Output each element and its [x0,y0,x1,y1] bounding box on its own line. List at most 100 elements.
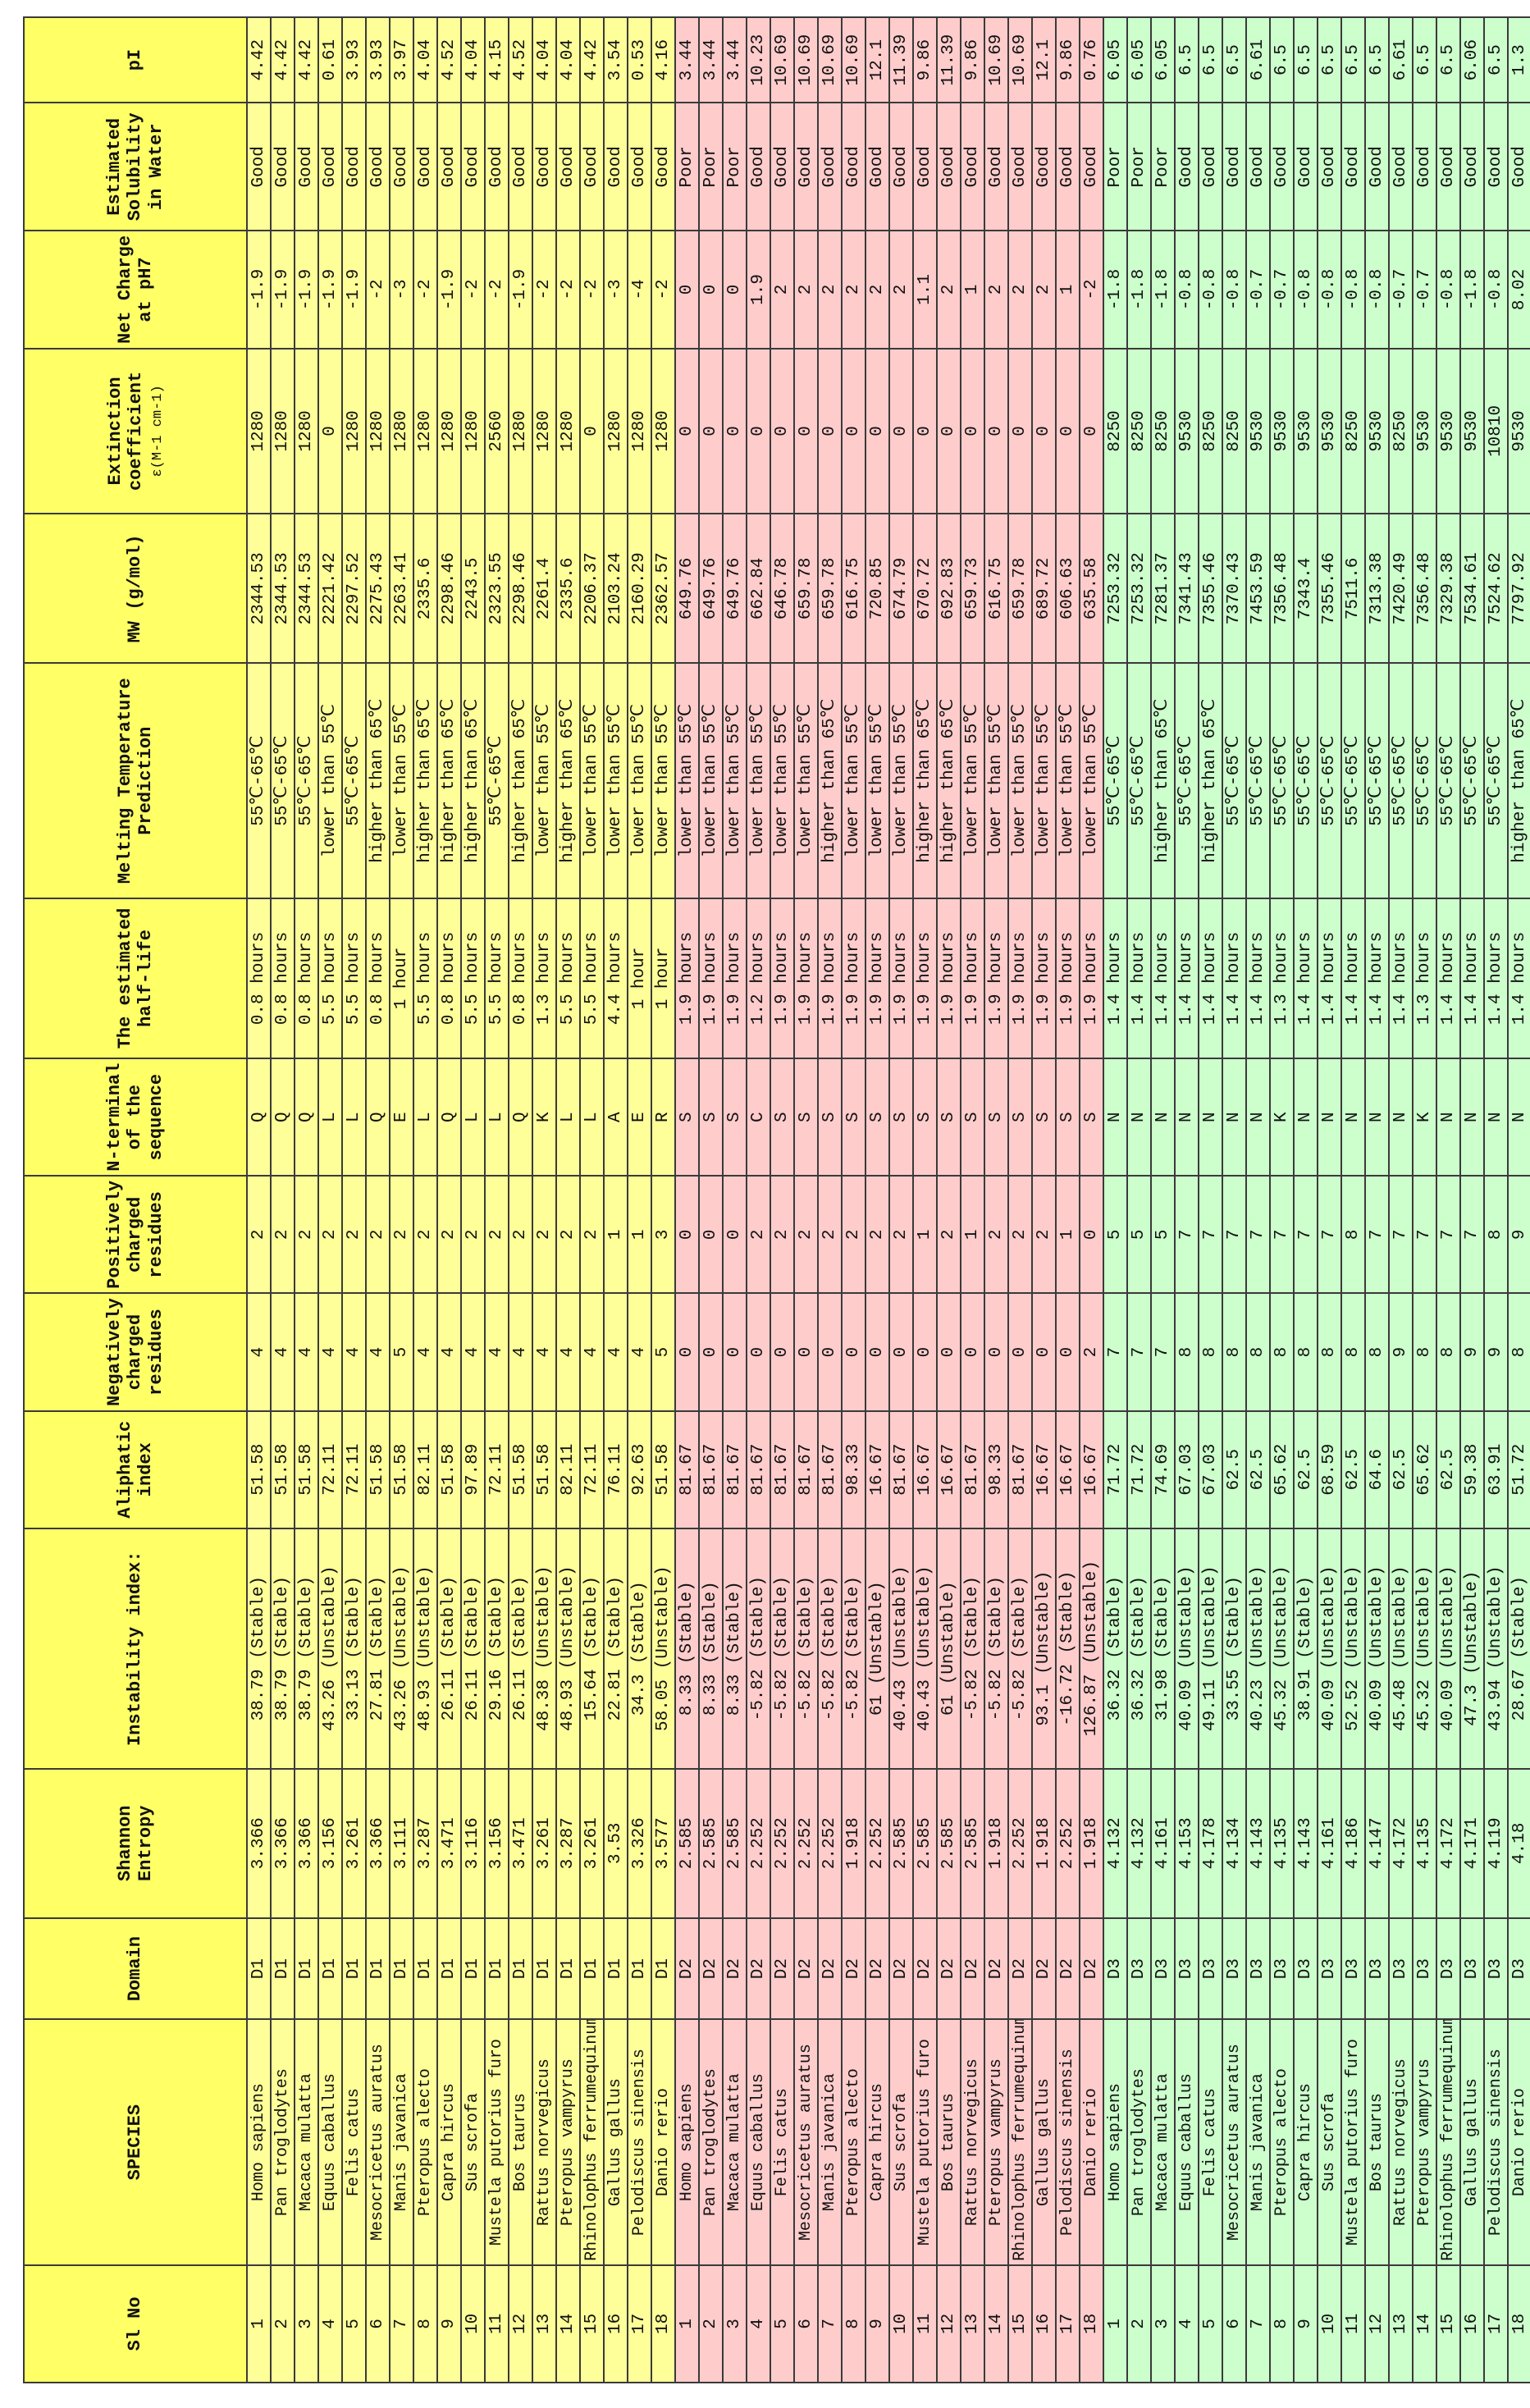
cell-species: Mesocricetus auratus [366,2019,390,2265]
cell-melting-temperature: lower than 55℃ [770,663,794,898]
cell-melting-temperature: 55℃-65℃ [1318,663,1341,898]
cell-extinction-coefficient: 0 [747,348,770,514]
cell-sl-no: 16 [1460,2264,1484,2383]
cell-extinction-coefficient: 0 [675,348,699,514]
cell-melting-temperature: lower than 55℃ [889,663,913,898]
cell-net-charge: -2 [556,231,580,349]
cell-net-charge: -0.7 [1270,231,1294,349]
cell-sl-no: 17 [1056,2264,1080,2383]
cell-molecular-weight: 649.76 [699,514,723,664]
cell-extinction-coefficient: 0 [1080,348,1103,514]
cell-shannon-entropy: 4.132 [1127,1768,1151,1918]
cell-domain: D3 [1151,1917,1175,2020]
cell-molecular-weight: 689.72 [1032,514,1056,664]
cell-solubility: Good [1270,103,1294,231]
cell-negative-residues: 8 [1222,1293,1246,1411]
cell-sl-no: 10 [461,2264,485,2383]
table-row: 16 Gallus gallus D3 4.171 47.3 (Unstable) 59.… [1460,17,1484,2383]
cell-n-terminal: N [1484,1058,1508,1177]
cell-sl-no: 2 [699,2264,723,2383]
cell-molecular-weight: 7797.92 [1508,514,1530,664]
cell-shannon-entropy: 2.252 [1008,1768,1032,1918]
cell-solubility: Good [1246,103,1270,231]
cell-sl-no: 2 [271,2264,295,2383]
cell-sl-no: 13 [532,2264,556,2383]
cell-instability-index: 45.32 (Unstable) [1270,1528,1294,1769]
cell-solubility: Good [1341,103,1365,231]
cell-shannon-entropy: 2.585 [723,1768,747,1918]
cell-extinction-coefficient: 0 [699,348,723,514]
cell-net-charge: 2 [818,231,842,349]
cell-pi: 3.97 [390,17,413,103]
cell-shannon-entropy: 4.153 [1175,1768,1199,1918]
cell-species: Equus caballus [1175,2019,1199,2265]
cell-solubility: Good [604,103,628,231]
cell-net-charge: -2 [1080,231,1103,349]
cell-net-charge: -0.8 [1436,231,1460,349]
cell-pi: 4.15 [485,17,509,103]
cell-positive-residues: 2 [865,1176,889,1294]
cell-n-terminal: S [699,1058,723,1177]
cell-melting-temperature: 55℃-65℃ [485,663,509,898]
cell-melting-temperature: higher than 65℃ [1199,663,1222,898]
cell-negative-residues: 7 [1151,1293,1175,1411]
cell-instability-index: -5.82 (Stable) [842,1528,865,1769]
cell-n-terminal: N [1341,1058,1365,1177]
table-row: 9 Capra hircus D3 4.143 38.91 (Stable) 62.5 8 7… [1294,17,1318,2383]
cell-negative-residues: 8 [1341,1293,1365,1411]
cell-net-charge: 2 [937,231,961,349]
cell-pi: 11.39 [889,17,913,103]
cell-domain: D3 [1318,1917,1341,2020]
cell-positive-residues: 7 [1175,1176,1199,1294]
cell-instability-index: 40.43 (Unstable) [889,1528,913,1769]
cell-n-terminal: N [1199,1058,1222,1177]
cell-positive-residues: 1 [913,1176,937,1294]
cell-pi: 4.52 [509,17,532,103]
cell-half-life: 0.8 hours [271,898,295,1059]
cell-melting-temperature: lower than 55℃ [318,663,342,898]
cell-melting-temperature: 55℃-65℃ [1365,663,1389,898]
cell-species: Sus scrofa [461,2019,485,2265]
cell-species: Mustela putorius furo [1341,2019,1365,2265]
cell-net-charge: 2 [1032,231,1056,349]
cell-solubility: Good [366,103,390,231]
cell-domain: D1 [366,1917,390,2020]
cell-solubility: Poor [723,103,747,231]
cell-solubility: Good [770,103,794,231]
cell-aliphatic-index: 67.03 [1199,1410,1222,1528]
cell-aliphatic-index: 76.11 [604,1410,628,1528]
cell-aliphatic-index: 63.91 [1484,1410,1508,1528]
cell-net-charge: -0.8 [1222,231,1246,349]
cell-pi: 3.93 [366,17,390,103]
cell-melting-temperature: 55℃-65℃ [1222,663,1246,898]
cell-n-terminal: S [842,1058,865,1177]
cell-n-terminal: N [1318,1058,1341,1177]
cell-extinction-coefficient: 0 [961,348,984,514]
table-row: 13 Rattus norvegicus D1 3.261 48.38 (Unstabl… [532,17,556,2383]
cell-negative-residues: 4 [295,1293,318,1411]
cell-solubility: Good [1508,103,1530,231]
cell-sl-no: 16 [1032,2264,1056,2383]
cell-positive-residues: 9 [1508,1176,1530,1294]
cell-sl-no: 3 [295,2264,318,2383]
cell-positive-residues: 1 [1056,1176,1080,1294]
cell-melting-temperature: higher than 65℃ [937,663,961,898]
cell-solubility: Good [984,103,1008,231]
cell-aliphatic-index: 72.11 [318,1410,342,1528]
cell-shannon-entropy: 3.326 [628,1768,651,1918]
cell-sl-no: 6 [366,2264,390,2383]
cell-net-charge: -0.7 [1246,231,1270,349]
cell-net-charge: 2 [984,231,1008,349]
cell-pi: 10.23 [747,17,770,103]
cell-sl-no: 11 [1341,2264,1365,2383]
cell-aliphatic-index: 51.58 [651,1410,675,1528]
cell-half-life: 1.3 hours [1270,898,1294,1059]
cell-negative-residues: 0 [889,1293,913,1411]
cell-species: Equus caballus [747,2019,770,2265]
cell-shannon-entropy: 4.172 [1389,1768,1413,1918]
cell-positive-residues: 1 [961,1176,984,1294]
cell-shannon-entropy: 2.252 [747,1768,770,1918]
cell-pi: 0.76 [1080,17,1103,103]
cell-species: Macaca mulatta [723,2019,747,2265]
cell-domain: D3 [1103,1917,1127,2020]
